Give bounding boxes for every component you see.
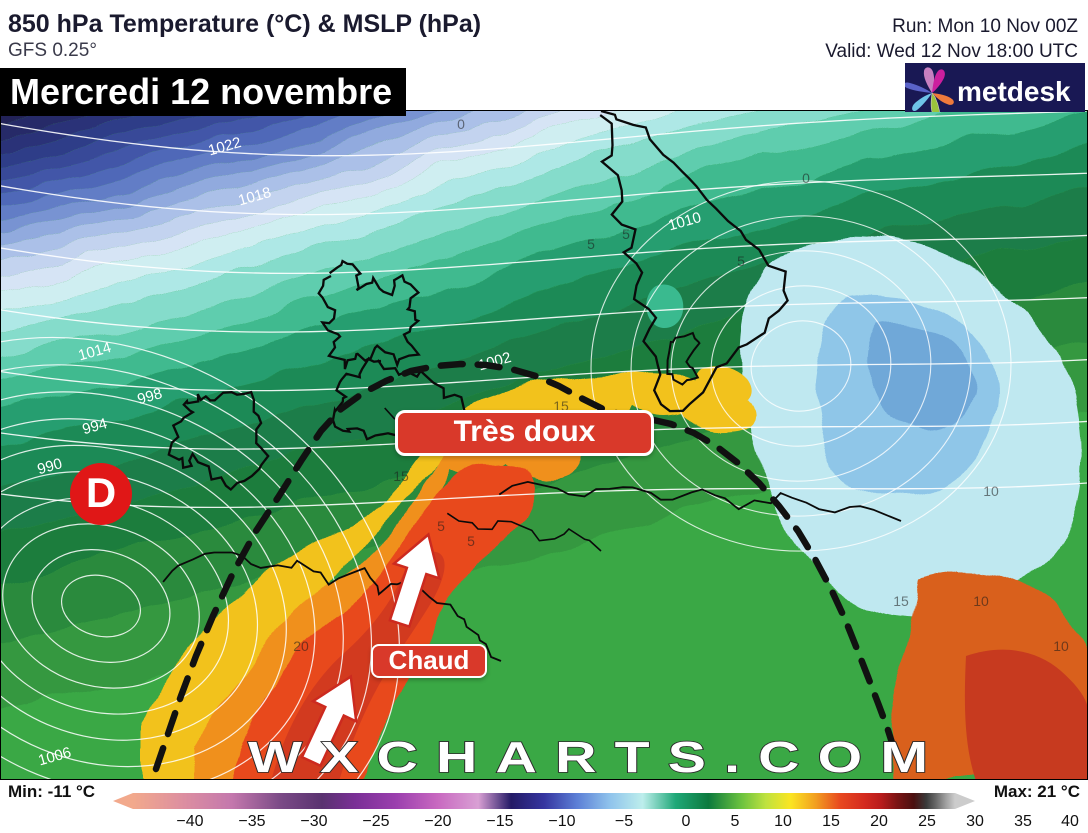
svg-text:20: 20 (293, 638, 309, 654)
svg-text:5: 5 (622, 226, 630, 242)
svg-text:−20: −20 (424, 813, 451, 830)
svg-text:10: 10 (973, 593, 989, 609)
svg-text:40: 40 (1061, 813, 1079, 830)
svg-text:−40: −40 (176, 813, 203, 830)
svg-text:5: 5 (587, 236, 595, 252)
svg-text:5: 5 (737, 253, 745, 269)
svg-text:10: 10 (983, 483, 999, 499)
svg-text:−5: −5 (615, 813, 633, 830)
svg-text:10: 10 (1053, 638, 1069, 654)
svg-text:30: 30 (966, 813, 984, 830)
svg-text:15: 15 (893, 593, 909, 609)
svg-text:5: 5 (731, 813, 740, 830)
svg-text:5: 5 (467, 533, 475, 549)
svg-text:−25: −25 (362, 813, 389, 830)
svg-text:−30: −30 (300, 813, 327, 830)
svg-text:5: 5 (437, 518, 445, 534)
svg-text:D: D (86, 469, 116, 516)
svg-text:−10: −10 (548, 813, 575, 830)
svg-text:−35: −35 (238, 813, 265, 830)
svg-text:0: 0 (682, 813, 691, 830)
svg-text:20: 20 (870, 813, 888, 830)
svg-text:10: 10 (774, 813, 792, 830)
svg-text:metdesk: metdesk (957, 76, 1071, 107)
svg-text:15: 15 (822, 813, 840, 830)
svg-text:25: 25 (918, 813, 936, 830)
svg-text:−15: −15 (486, 813, 513, 830)
svg-text:0: 0 (457, 116, 465, 132)
svg-text:15: 15 (393, 468, 409, 484)
svg-text:35: 35 (1014, 813, 1032, 830)
svg-text:0: 0 (802, 170, 810, 186)
